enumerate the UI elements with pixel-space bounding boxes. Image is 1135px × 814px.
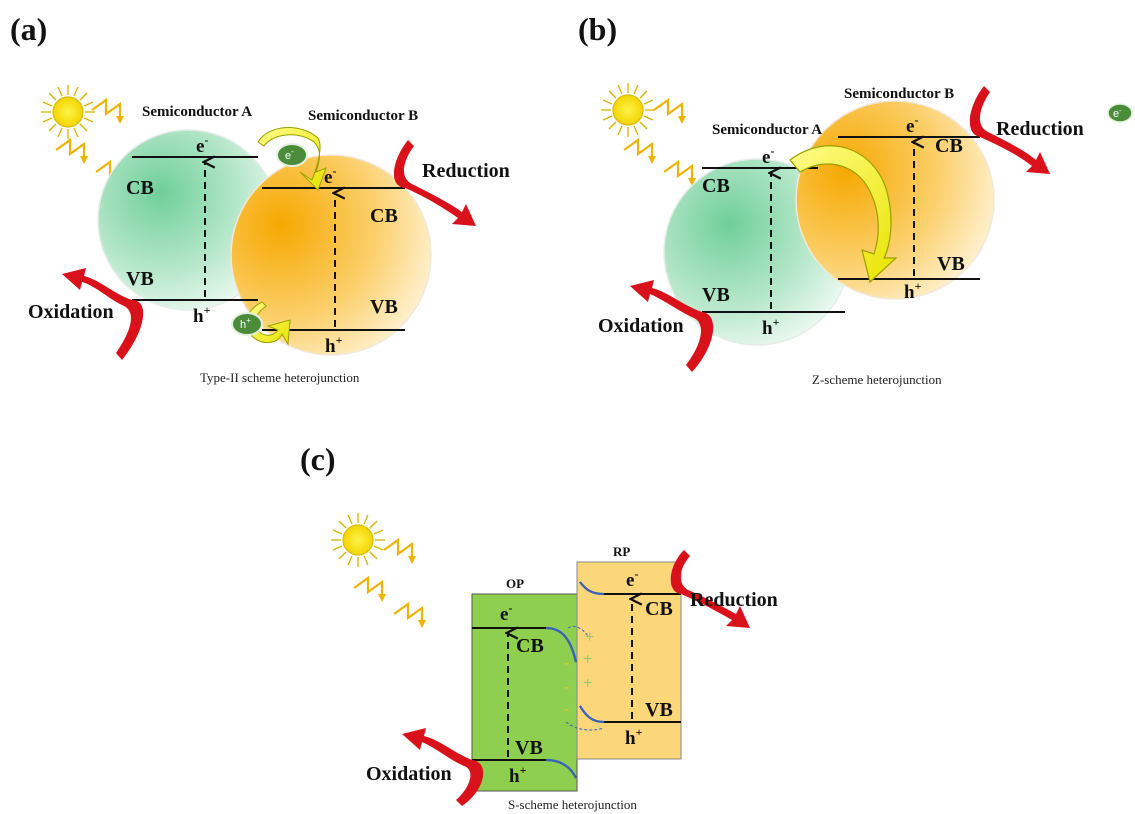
rp-label: RP [613, 544, 630, 559]
cb-bend-op [545, 626, 578, 663]
semiconductor-b-title: Semiconductor B [844, 86, 954, 102]
electron-chip-icon: e- [1107, 103, 1133, 123]
hole-label-b: h+ [325, 333, 343, 357]
vb-label-b: VB [937, 253, 965, 275]
vb-label-rp: VB [645, 699, 673, 721]
lightning-icon [352, 576, 388, 604]
semiconductor-a-title: Semiconductor A [712, 122, 822, 138]
semiconductor-b-sphere [230, 154, 432, 356]
hole-label-b: h+ [904, 279, 922, 303]
lightning-icon [90, 98, 126, 126]
electron-label-op: e- [500, 601, 512, 625]
caption-b: Z-scheme heterojunction [812, 372, 942, 387]
electron-transfer-arrow [257, 126, 327, 191]
caption-c: S-scheme heterojunction [508, 797, 637, 812]
oxidation-arrow [62, 268, 144, 360]
oxidation-label: Oxidation [598, 315, 684, 337]
cb-bend-rp [579, 581, 605, 596]
cb-label-b: CB [370, 205, 398, 227]
vb-label-op: VB [515, 737, 543, 759]
vb-bend-op [545, 758, 577, 779]
oxidation-label: Oxidation [28, 301, 114, 323]
vb-label-b: VB [370, 296, 398, 318]
panel-b: (b) Semiconductor A Semiconductor B e- e… [578, 11, 1133, 387]
caption-a: Type-II scheme heterojunction [200, 370, 360, 385]
electron-label-b: e- [906, 113, 918, 137]
reduction-label: Reduction [996, 118, 1084, 140]
hole-chip-icon: h+ [231, 312, 263, 336]
panel-c: (c) OP RP + + + - - - e- e- h+ h+ [300, 441, 778, 812]
svg-text:h+: h+ [240, 316, 251, 331]
panel-a: (a) Semiconductor A Semiconductor B e- e… [10, 11, 510, 385]
positive-charge: + [585, 629, 594, 646]
cb-label-a: CB [702, 175, 730, 197]
z-transfer-arrow [789, 145, 898, 284]
semiconductor-b-title: Semiconductor B [308, 108, 418, 124]
electron-label-a: e- [762, 144, 774, 168]
vb-label-a: VB [126, 268, 154, 290]
cb-label-op: CB [516, 635, 544, 657]
oxidation-arrow [402, 728, 484, 806]
hole-label-op: h+ [509, 763, 527, 787]
electron-label-b: e- [324, 164, 336, 188]
lightning-icon [54, 138, 90, 166]
vb-label-a: VB [702, 284, 730, 306]
hole-label-a: h+ [193, 303, 211, 327]
op-label: OP [506, 576, 524, 591]
reduction-label: Reduction [422, 160, 510, 182]
negative-charge: - [564, 679, 569, 696]
svg-text:e-: e- [1113, 108, 1122, 120]
reduction-arrow [393, 140, 476, 226]
negative-charge: - [564, 655, 569, 672]
lightning-icon [662, 160, 698, 188]
oxidation-arrow [630, 280, 714, 372]
cb-label-b: CB [935, 135, 963, 157]
reduction-arrow [670, 550, 750, 628]
lightning-icon [382, 538, 418, 566]
sun-icon [330, 512, 386, 568]
sun-icon [40, 84, 96, 140]
op-box [471, 593, 578, 792]
hole-label-rp: h+ [625, 725, 643, 749]
semiconductor-a-title: Semiconductor A [142, 104, 252, 120]
reduction-arrow [969, 86, 1050, 174]
panel-a-label: (a) [10, 11, 47, 47]
positive-charge: + [583, 675, 592, 692]
svg-text:e-: e- [285, 147, 294, 162]
recombination-path-top [567, 625, 589, 637]
sun-icon [600, 82, 656, 138]
reduction-label: Reduction [690, 589, 778, 611]
cb-label-a: CB [126, 177, 154, 199]
panel-c-label: (c) [300, 441, 336, 477]
positive-charge: + [583, 651, 592, 668]
lightning-icon [622, 138, 658, 166]
electron-label-a: e- [196, 133, 208, 157]
electron-label-rp: e- [626, 567, 638, 591]
vb-bend-rp [579, 705, 605, 724]
panel-b-label: (b) [578, 11, 617, 47]
cb-label-rp: CB [645, 598, 673, 620]
hole-label-a: h+ [762, 315, 780, 339]
negative-charge: - [564, 701, 569, 718]
electron-chip-icon: e- [276, 143, 308, 167]
oxidation-label: Oxidation [366, 763, 452, 785]
lightning-icon [652, 98, 688, 126]
lightning-icon [392, 602, 428, 630]
recombination-path-bottom [565, 721, 605, 731]
